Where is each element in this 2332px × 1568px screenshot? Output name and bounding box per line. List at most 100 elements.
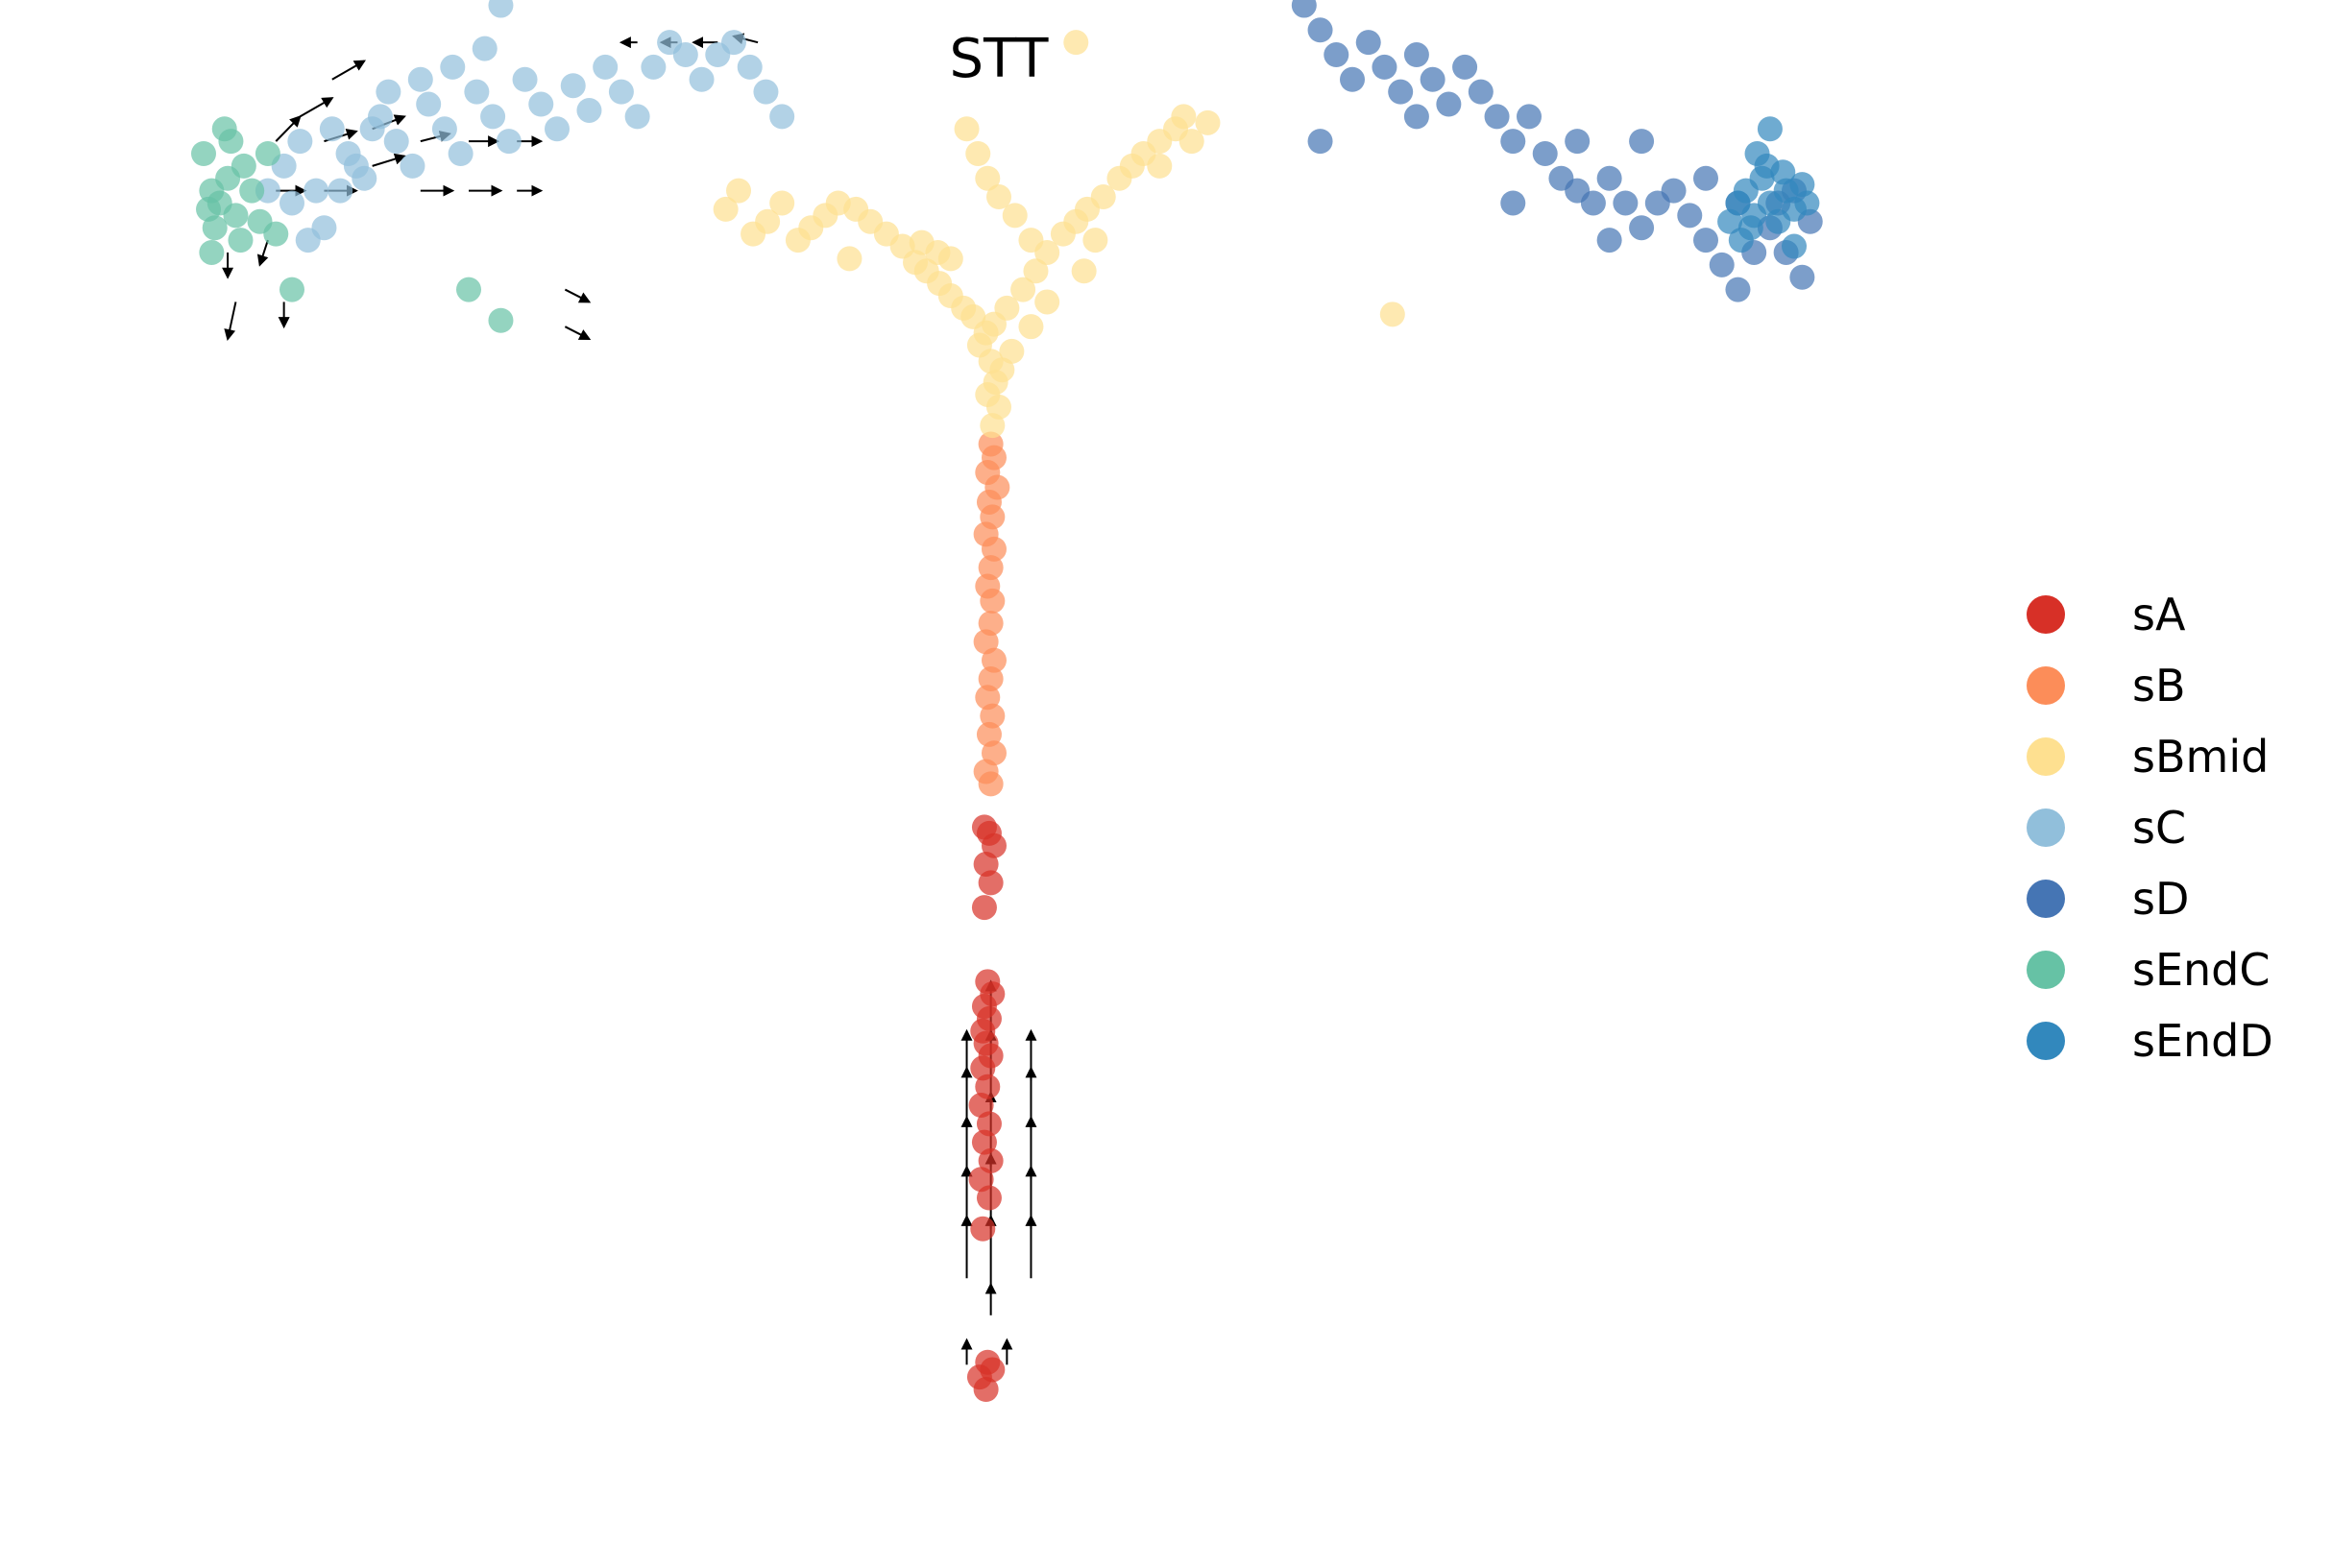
data-point-sC — [464, 79, 490, 105]
data-point-sC — [545, 116, 570, 142]
data-point-sA — [970, 1216, 996, 1242]
data-point-sA — [971, 895, 997, 921]
data-point-sEndC — [263, 221, 289, 247]
velocity-arrow — [331, 60, 367, 81]
data-point-sEndD — [1728, 228, 1754, 253]
data-point-sC — [480, 104, 506, 130]
data-point-sD — [1517, 104, 1542, 130]
data-point-sD — [1596, 165, 1622, 191]
velocity-arrow — [275, 114, 302, 142]
data-point-sBmid — [937, 246, 963, 272]
data-point-sEndD — [1744, 141, 1770, 166]
legend-label: sD — [2132, 873, 2189, 925]
velocity-arrow — [224, 302, 237, 342]
data-point-sC — [689, 66, 715, 92]
data-point-sBmid — [713, 196, 739, 222]
data-point-sD — [1468, 79, 1494, 105]
data-point-sD — [1725, 277, 1751, 302]
data-point-sBmid — [1178, 129, 1204, 155]
data-point-sD — [1307, 17, 1333, 43]
data-point-sBmid — [1063, 30, 1089, 56]
series-sEndD — [1717, 116, 1820, 259]
data-point-sC — [672, 42, 698, 68]
data-point-sC — [641, 54, 667, 80]
series-sC — [255, 0, 795, 253]
data-point-sC — [319, 116, 345, 142]
data-point-sBmid — [975, 165, 1001, 191]
data-point-sBmid — [1195, 109, 1221, 135]
velocity-arrow — [564, 288, 592, 303]
legend-marker — [2027, 666, 2065, 705]
data-point-sC — [279, 190, 304, 216]
velocity-arrows — [222, 33, 1037, 1365]
legend-marker — [2027, 595, 2065, 634]
data-point-sC — [343, 153, 369, 179]
data-point-sEndD — [1770, 159, 1796, 185]
data-point-sC — [383, 129, 409, 155]
data-point-sC — [400, 153, 425, 179]
data-point-sEndD — [1757, 116, 1783, 142]
data-point-sD — [1340, 66, 1365, 92]
data-point-sD — [1500, 190, 1526, 216]
data-point-sEndC — [223, 203, 249, 229]
data-point-sEndD — [1782, 233, 1807, 259]
legend-label: sBmid — [2132, 731, 2269, 783]
data-point-sBmid — [1071, 258, 1097, 284]
velocity-arrow — [299, 97, 334, 118]
legend-item: sEndC — [2027, 944, 2271, 996]
legend-label: sC — [2132, 802, 2186, 854]
data-point-sC — [560, 73, 586, 99]
data-point-sA — [975, 1349, 1001, 1375]
data-point-sC — [328, 178, 353, 204]
data-point-sB — [976, 721, 1002, 747]
data-point-sD — [1629, 215, 1655, 241]
data-point-sB — [978, 665, 1004, 691]
legend-marker — [2027, 1022, 2065, 1060]
data-point-sC — [431, 116, 457, 142]
data-point-sB — [978, 431, 1004, 457]
data-point-sBmid — [1034, 289, 1060, 315]
data-point-sC — [448, 141, 474, 166]
series-sA — [966, 814, 1007, 1403]
data-point-sD — [1436, 91, 1462, 117]
data-point-sA — [971, 814, 997, 840]
data-point-sBmid — [726, 178, 752, 204]
data-point-sEndC — [191, 141, 216, 166]
data-point-sBmid — [986, 184, 1011, 210]
data-point-sBmid — [785, 228, 811, 253]
data-point-sBmid — [1379, 302, 1405, 327]
data-point-sC — [624, 104, 650, 130]
legend-marker — [2027, 737, 2065, 776]
data-point-sD — [1565, 129, 1591, 155]
data-point-sD — [1291, 0, 1317, 18]
data-point-sC — [416, 91, 442, 117]
data-point-sA — [968, 1167, 994, 1193]
velocity-arrow — [256, 239, 269, 267]
data-point-sBmid — [1010, 277, 1036, 302]
data-point-sEndD — [1717, 208, 1743, 234]
data-point-sB — [978, 611, 1004, 637]
data-point-sBmid — [1018, 228, 1044, 253]
legend-marker — [2027, 808, 2065, 847]
data-point-sC — [304, 178, 329, 204]
legend-item: sC — [2027, 802, 2186, 854]
legend-label: sA — [2132, 589, 2186, 640]
data-point-sBmid — [909, 229, 935, 255]
data-point-sC — [528, 91, 554, 117]
legend-marker — [2027, 951, 2065, 989]
legend-label: sEndC — [2132, 944, 2271, 996]
data-point-sEndC — [279, 277, 304, 302]
legend-label: sEndD — [2132, 1015, 2273, 1067]
legend-item: sB — [2027, 660, 2186, 712]
data-point-sBmid — [999, 338, 1025, 364]
data-point-sC — [376, 79, 401, 105]
data-point-sC — [496, 129, 522, 155]
data-point-sC — [608, 79, 634, 105]
data-point-sD — [1388, 79, 1414, 105]
legend-label: sB — [2132, 660, 2186, 712]
data-point-sC — [472, 36, 498, 61]
data-point-sD — [1693, 228, 1718, 253]
data-point-sBmid — [954, 116, 980, 142]
data-point-sD — [1372, 54, 1397, 80]
